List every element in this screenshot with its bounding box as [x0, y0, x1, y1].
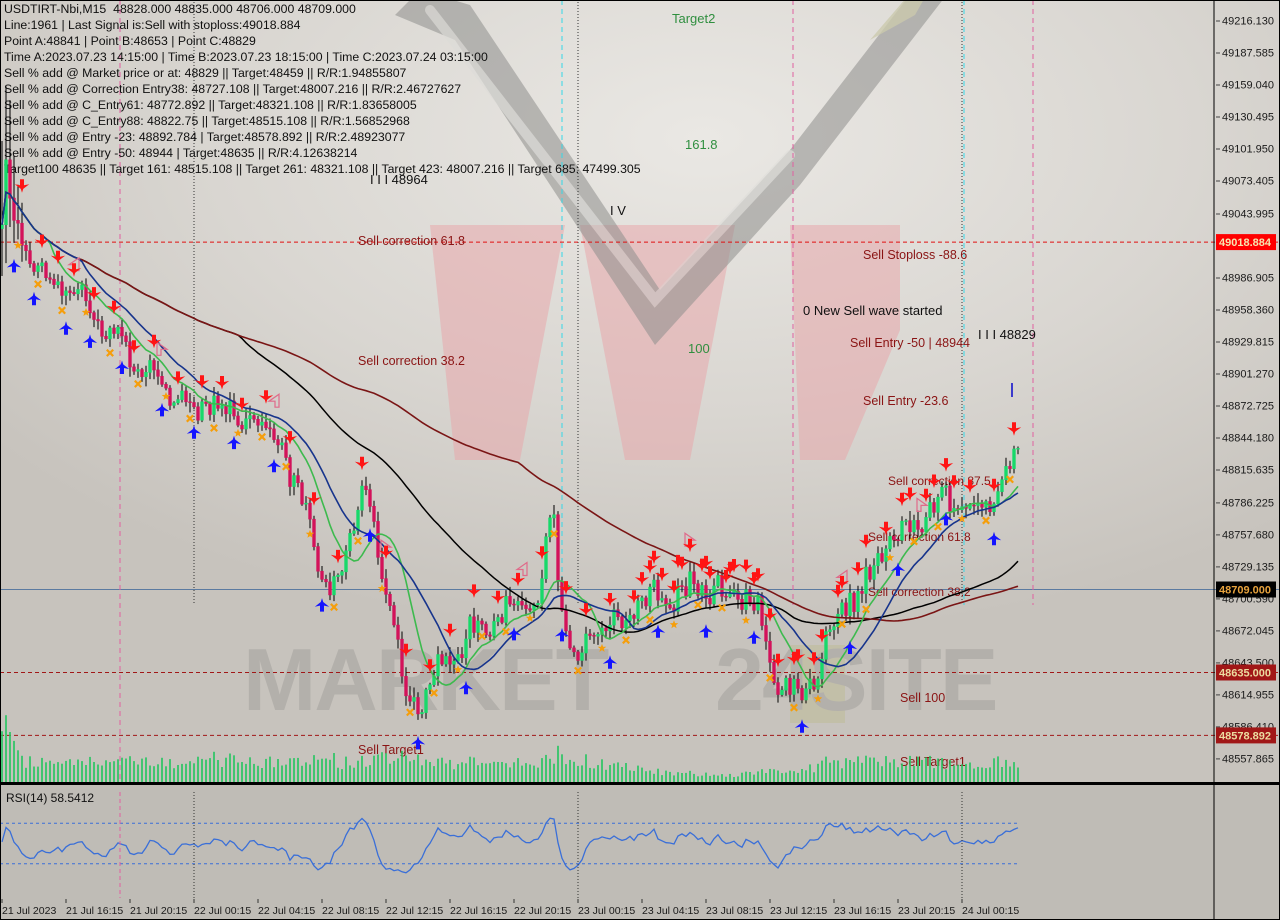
- svg-text:48872.725: 48872.725: [1222, 401, 1274, 413]
- svg-text:Target2: Target2: [672, 11, 715, 26]
- svg-text:48635.000: 48635.000: [1219, 668, 1271, 680]
- svg-text:48958.360: 48958.360: [1222, 305, 1274, 317]
- svg-text:23 Jul 00:15: 23 Jul 00:15: [578, 905, 635, 917]
- svg-text:Sell % add @ C_Entry88: 48822.: Sell % add @ C_Entry88: 48822.75 || Targ…: [4, 114, 410, 128]
- svg-text:23 Jul 12:15: 23 Jul 12:15: [770, 905, 827, 917]
- svg-text:I V: I V: [610, 203, 626, 218]
- svg-text:48844.180: 48844.180: [1222, 433, 1274, 445]
- svg-text:Point A:48841 | Point B:48653: Point A:48841 | Point B:48653 | Point C:…: [4, 34, 256, 48]
- svg-text:RSI(14) 58.5412: RSI(14) 58.5412: [6, 791, 94, 805]
- svg-text:Sell Target1: Sell Target1: [358, 743, 424, 757]
- svg-text:23 Jul 16:15: 23 Jul 16:15: [834, 905, 891, 917]
- svg-text:23 Jul 20:15: 23 Jul 20:15: [898, 905, 955, 917]
- svg-text:23 Jul 04:15: 23 Jul 04:15: [642, 905, 699, 917]
- svg-text:21 Jul 16:15: 21 Jul 16:15: [66, 905, 123, 917]
- svg-text:48929.815: 48929.815: [1222, 337, 1274, 349]
- svg-text:48901.270: 48901.270: [1222, 369, 1274, 381]
- svg-text:Sell 100: Sell 100: [900, 691, 945, 705]
- svg-text:22 Jul 16:15: 22 Jul 16:15: [450, 905, 507, 917]
- svg-text:48557.865: 48557.865: [1222, 753, 1274, 765]
- svg-text:22 Jul 00:15: 22 Jul 00:15: [194, 905, 251, 917]
- svg-text:Sell correction 38.2: Sell correction 38.2: [868, 585, 971, 599]
- svg-text:161.8: 161.8: [685, 137, 718, 152]
- svg-text:48729.135: 48729.135: [1222, 561, 1274, 573]
- svg-text:49018.884: 49018.884: [1219, 237, 1272, 249]
- svg-text:100: 100: [688, 341, 710, 356]
- svg-text:21 Jul 2023: 21 Jul 2023: [2, 905, 56, 917]
- svg-text:USDTIRT-Nbi,M15 48828.000 488: USDTIRT-Nbi,M15 48828.000 48835.000 4870…: [4, 2, 356, 16]
- svg-text:Sell % add @ Entry -23: 48892.: Sell % add @ Entry -23: 48892.784 | Targ…: [4, 130, 405, 144]
- svg-text:22 Jul 20:15: 22 Jul 20:15: [514, 905, 571, 917]
- svg-text:48786.225: 48786.225: [1222, 497, 1274, 509]
- svg-text:Sell correction 61.8: Sell correction 61.8: [868, 530, 971, 544]
- svg-text:Sell % add @ Market price or a: Sell % add @ Market price or at: 48829 |…: [4, 66, 407, 80]
- svg-text:22 Jul 12:15: 22 Jul 12:15: [386, 905, 443, 917]
- svg-text:0 New Sell wave started: 0 New Sell wave started: [803, 303, 942, 318]
- svg-text:I I I 48829: I I I 48829: [978, 327, 1036, 342]
- svg-text:48815.635: 48815.635: [1222, 465, 1274, 477]
- svg-text:49159.040: 49159.040: [1222, 80, 1274, 92]
- svg-text:49043.995: 49043.995: [1222, 209, 1274, 221]
- svg-text:49101.950: 49101.950: [1222, 144, 1274, 156]
- svg-text:21 Jul 20:15: 21 Jul 20:15: [130, 905, 187, 917]
- svg-text:22 Jul 04:15: 22 Jul 04:15: [258, 905, 315, 917]
- svg-text:Sell Entry -50 | 48944: Sell Entry -50 | 48944: [850, 336, 970, 350]
- svg-text:Sell correction 87.5: Sell correction 87.5: [888, 474, 991, 488]
- svg-text:49130.495: 49130.495: [1222, 112, 1274, 124]
- svg-text:48578.892: 48578.892: [1219, 730, 1271, 742]
- svg-text:49187.585: 49187.585: [1222, 48, 1274, 60]
- svg-text:23 Jul 08:15: 23 Jul 08:15: [706, 905, 763, 917]
- svg-text:48614.955: 48614.955: [1222, 689, 1274, 701]
- svg-text:Time A:2023.07.23 14:15:00 | T: Time A:2023.07.23 14:15:00 | Time B:2023…: [4, 50, 488, 64]
- svg-text:Sell % add @ C_Entry61: 48772.: Sell % add @ C_Entry61: 48772.892 || Tar…: [4, 98, 417, 112]
- svg-text:Line:1961 | Last Signal is:Sel: Line:1961 | Last Signal is:Sell with sto…: [4, 18, 301, 32]
- svg-text:48709.000: 48709.000: [1219, 585, 1271, 597]
- svg-text:Sell % add @ Entry -50: 48944: Sell % add @ Entry -50: 48944 | Target:4…: [4, 146, 358, 160]
- svg-text:22 Jul 08:15: 22 Jul 08:15: [322, 905, 379, 917]
- svg-text:49216.130: 49216.130: [1222, 16, 1274, 28]
- svg-text:Sell Stoploss -88.6: Sell Stoploss -88.6: [863, 248, 967, 262]
- svg-text:48757.680: 48757.680: [1222, 529, 1274, 541]
- svg-text:Target100 48635 || Target 161:: Target100 48635 || Target 161: 48515.108…: [4, 162, 641, 176]
- svg-text:49073.405: 49073.405: [1222, 176, 1274, 188]
- svg-text:24 Jul 00:15: 24 Jul 00:15: [962, 905, 1019, 917]
- svg-text:Sell correction 61.8: Sell correction 61.8: [358, 234, 465, 248]
- svg-text:Sell % add @ Correction Entry3: Sell % add @ Correction Entry38: 48727.1…: [4, 82, 461, 96]
- svg-text:Sell correction 38.2: Sell correction 38.2: [358, 354, 465, 368]
- svg-text:24SITE: 24SITE: [715, 630, 996, 729]
- svg-text:Sell Entry -23.6: Sell Entry -23.6: [863, 394, 949, 408]
- svg-text:48672.045: 48672.045: [1222, 625, 1274, 637]
- svg-text:48986.905: 48986.905: [1222, 273, 1274, 285]
